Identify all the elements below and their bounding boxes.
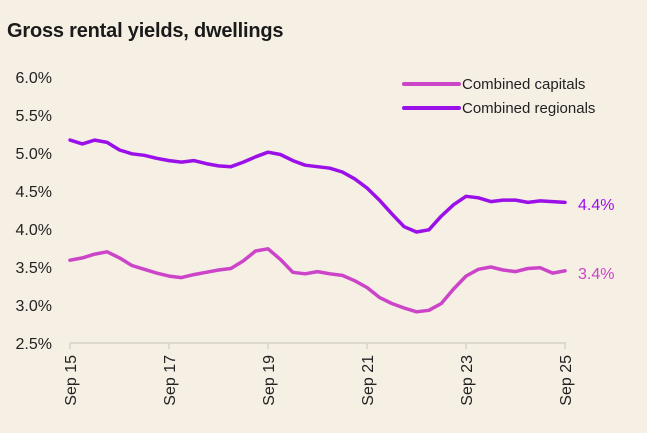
y-tick-label: 4.0% [16,222,52,239]
y-tick-label: 6.0% [16,70,52,87]
y-tick-label: 5.5% [16,108,52,125]
x-tick-label: Sep 15 [63,355,80,406]
y-tick-label: 3.5% [16,260,52,277]
series-line-capitals [68,247,567,314]
x-tick-label: Sep 25 [558,355,575,406]
x-tick-label: Sep 19 [261,355,278,406]
series-line-regionals [68,138,567,234]
y-tick-label: 2.5% [16,336,52,353]
end-label-regionals: 4.4% [578,197,614,214]
y-tick-label: 3.0% [16,298,52,315]
x-tick-label: Sep 21 [360,355,377,406]
end-label-capitals: 3.4% [578,266,614,283]
y-tick-label: 4.5% [16,184,52,201]
legend-label-capitals: Combined capitals [462,76,585,93]
x-tick-label: Sep 17 [162,355,179,406]
legend-label-regionals: Combined regionals [462,100,595,117]
chart-title: Gross rental yields, dwellings [7,20,284,42]
x-tick-label: Sep 23 [459,355,476,406]
y-tick-label: 5.0% [16,146,52,163]
